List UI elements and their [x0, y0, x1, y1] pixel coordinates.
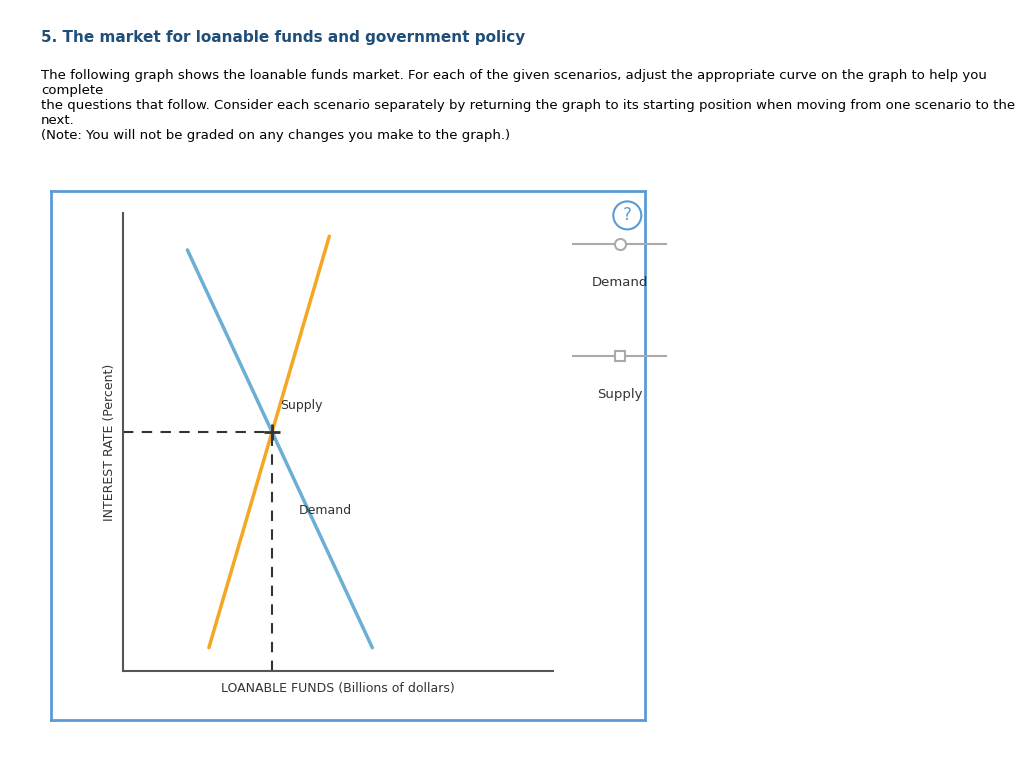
X-axis label: LOANABLE FUNDS (Billions of dollars): LOANABLE FUNDS (Billions of dollars) — [221, 682, 455, 695]
Y-axis label: INTEREST RATE (Percent): INTEREST RATE (Percent) — [103, 363, 116, 520]
Text: The following graph shows the loanable funds market. For each of the given scena: The following graph shows the loanable f… — [41, 69, 1015, 142]
Text: ?: ? — [623, 207, 632, 224]
Text: 5. The market for loanable funds and government policy: 5. The market for loanable funds and gov… — [41, 30, 525, 46]
Text: Demand: Demand — [299, 504, 352, 517]
Text: Supply: Supply — [597, 388, 642, 401]
Text: Demand: Demand — [591, 276, 648, 289]
Text: Supply: Supply — [280, 399, 323, 412]
